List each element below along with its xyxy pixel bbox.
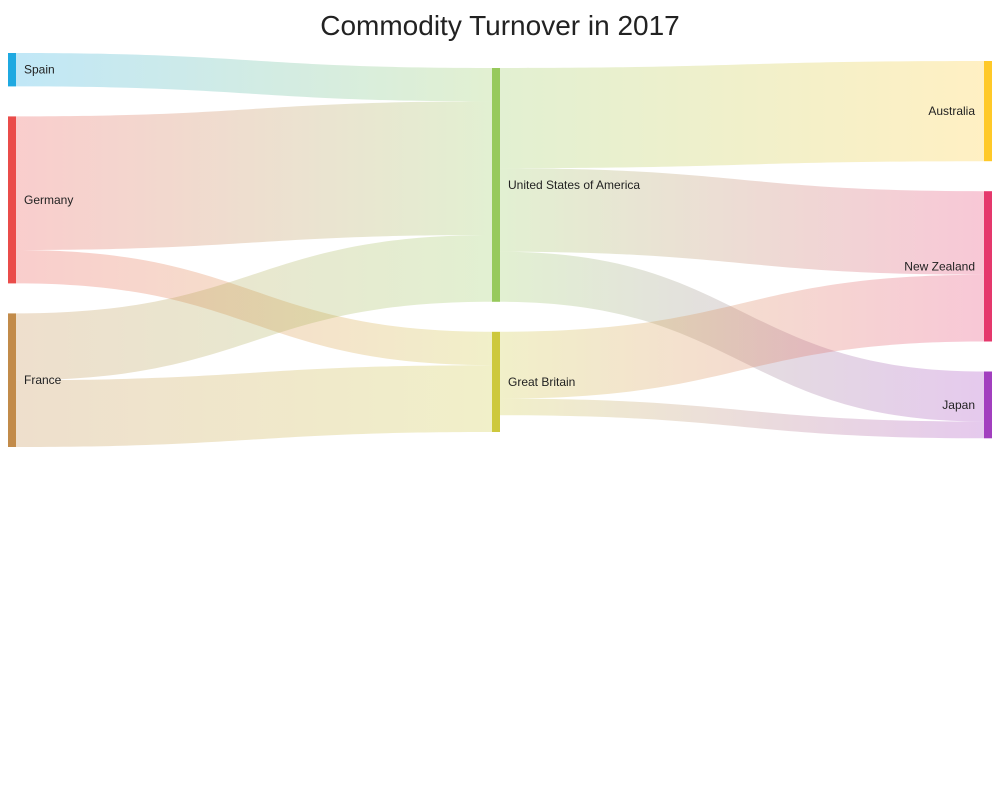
node-japan[interactable] — [984, 371, 992, 439]
node-usa[interactable] — [492, 68, 500, 302]
links-layer — [16, 53, 984, 447]
link-france-to-usa[interactable] — [16, 235, 492, 381]
link-germany-to-usa[interactable] — [16, 101, 492, 251]
link-usa-to-australia[interactable] — [500, 61, 984, 169]
node-label-spain: Spain — [24, 63, 55, 77]
node-label-usa: United States of America — [508, 178, 640, 192]
node-label-japan: Japan — [942, 398, 975, 412]
link-gb-to-japan[interactable] — [500, 398, 984, 439]
node-australia[interactable] — [984, 61, 992, 162]
nodes-layer — [8, 53, 992, 447]
node-label-nz: New Zealand — [904, 259, 975, 273]
node-label-germany: Germany — [24, 193, 73, 207]
link-spain-to-usa[interactable] — [16, 53, 492, 102]
node-gb[interactable] — [492, 331, 500, 432]
node-label-australia: Australia — [928, 104, 975, 118]
node-nz[interactable] — [984, 191, 992, 342]
node-spain[interactable] — [8, 53, 16, 87]
labels-layer: Spain Germany France United States of Ameri… — [24, 63, 975, 412]
node-germany[interactable] — [8, 116, 16, 284]
link-usa-to-nz[interactable] — [500, 168, 984, 275]
node-label-gb: Great Britain — [508, 375, 575, 389]
link-france-to-gb[interactable] — [16, 365, 492, 447]
node-label-france: France — [24, 373, 62, 387]
node-france[interactable] — [8, 313, 16, 447]
chart-title: Commodity Turnover in 2017 — [320, 10, 680, 41]
link-gb-to-nz[interactable] — [500, 274, 984, 399]
